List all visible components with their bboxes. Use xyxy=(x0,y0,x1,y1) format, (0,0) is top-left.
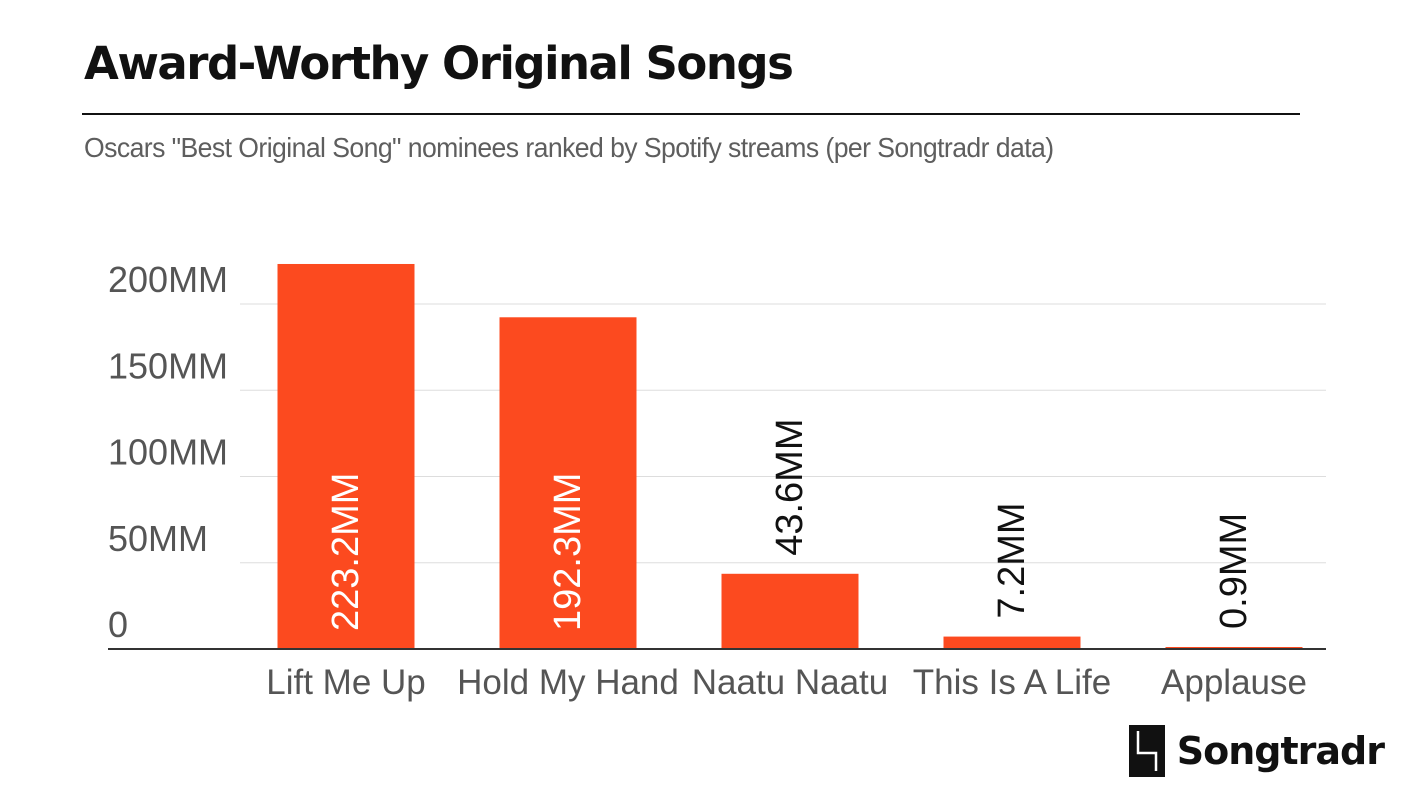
songtradr-logo: Songtradr xyxy=(1128,725,1385,777)
chart-subtitle: Oscars "Best Original Song" nominees ran… xyxy=(84,132,1054,163)
x-category-label: Hold My Hand xyxy=(457,663,679,702)
bar xyxy=(721,573,859,649)
bar-value-label: 0.9MM xyxy=(1213,513,1255,629)
bar-value-label: 223.2MM xyxy=(325,473,367,631)
y-tick-label: 0 xyxy=(108,604,128,645)
bar xyxy=(277,263,415,649)
chart-title: Award-Worthy Original Songs xyxy=(84,37,794,90)
y-tick-label: 150MM xyxy=(108,345,228,386)
y-tick-label: 200MM xyxy=(108,259,228,300)
y-tick-label: 100MM xyxy=(108,432,228,473)
logo-wordmark: Songtradr xyxy=(1176,729,1385,773)
title-divider xyxy=(82,113,1300,115)
bar-value-label: 7.2MM xyxy=(991,502,1033,618)
x-category-label: This Is A Life xyxy=(913,663,1111,702)
bar xyxy=(943,636,1081,649)
bar-value-label: 43.6MM xyxy=(769,419,811,556)
x-category-label: Lift Me Up xyxy=(266,663,426,702)
bar-value-label: 192.3MM xyxy=(547,473,589,631)
songtradr-mark-icon xyxy=(1128,725,1165,777)
x-category-label: Applause xyxy=(1161,663,1307,702)
y-tick-label: 50MM xyxy=(108,518,208,559)
x-category-label: Naatu Naatu xyxy=(692,663,889,702)
bar xyxy=(499,317,637,649)
